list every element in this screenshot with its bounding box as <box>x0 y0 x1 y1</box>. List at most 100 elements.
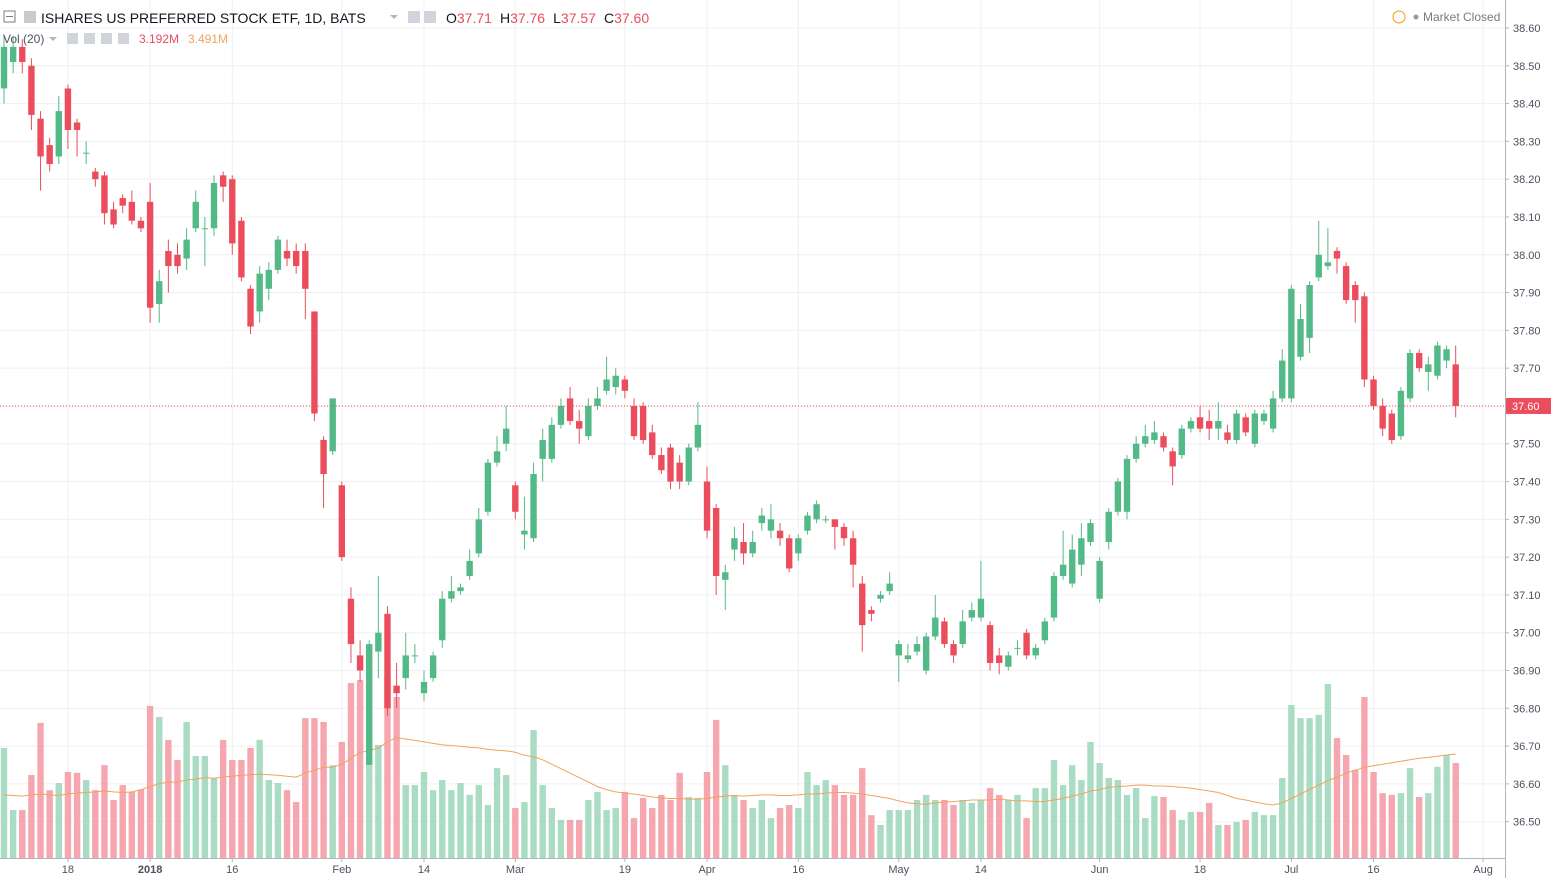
volume-bar <box>1023 818 1030 858</box>
candle-body <box>539 439 546 459</box>
volume-bar <box>1260 815 1268 858</box>
x-tick-label: 18 <box>62 864 74 876</box>
candle-body <box>92 171 99 180</box>
x-tick-label: 2018 <box>138 864 162 876</box>
status-icon[interactable] <box>1392 10 1406 24</box>
candle-body <box>1169 451 1176 467</box>
volume-bar <box>1196 811 1204 858</box>
volume-bar <box>101 765 108 858</box>
volume-bar <box>904 810 912 858</box>
volume-bar <box>375 744 382 858</box>
candle-body <box>1379 405 1386 429</box>
volume-bar <box>366 765 373 858</box>
hide-icon[interactable] <box>84 33 95 44</box>
volume-bar <box>192 755 199 858</box>
candle-body <box>995 655 1003 663</box>
settings-icon[interactable] <box>67 33 78 44</box>
volume-bar <box>1132 788 1140 858</box>
volume-bar <box>913 799 921 858</box>
candle-body <box>420 681 428 694</box>
volume-bar <box>822 780 829 858</box>
volume-bar <box>1342 755 1350 858</box>
volume-bar <box>1397 793 1405 858</box>
x-tick-label: Jun <box>1091 864 1109 876</box>
dropdown-arrow[interactable] <box>49 37 57 41</box>
candle-body <box>1032 647 1039 656</box>
volume-bar <box>922 794 930 858</box>
volume-bar <box>886 810 893 858</box>
volume-bar <box>840 794 848 858</box>
volume-bar <box>493 768 501 858</box>
volume-bar <box>1169 810 1176 858</box>
candle-body <box>1215 421 1222 429</box>
candle-body <box>1023 632 1030 656</box>
volume-bar <box>174 760 181 858</box>
candle-body <box>28 65 35 115</box>
candle-body <box>183 239 190 259</box>
y-tick-label: 38.30 <box>1513 136 1541 148</box>
volume-pane <box>0 675 1459 858</box>
volume-bar <box>685 796 692 858</box>
volume-bar <box>694 797 702 858</box>
candle-body <box>9 46 17 62</box>
volume-bar <box>28 774 35 858</box>
candle-body <box>1269 398 1277 429</box>
candle-body <box>831 519 839 527</box>
add-icon[interactable] <box>101 33 112 44</box>
volume-bar <box>1014 794 1021 858</box>
volume-bar <box>1406 768 1414 858</box>
candle-body <box>822 519 829 521</box>
volume-bar <box>703 771 711 858</box>
volume-bar <box>1032 788 1039 858</box>
candle-body <box>137 220 145 229</box>
volume-bar <box>92 790 99 858</box>
volume-bar <box>484 805 492 858</box>
volume-bar <box>548 808 556 858</box>
volume-bar <box>557 819 565 858</box>
x-tick-label: Mar <box>506 864 525 876</box>
volume-bar <box>311 718 318 858</box>
volume-bar <box>1370 771 1377 858</box>
candle-body <box>676 462 683 482</box>
collapse-icon[interactable] <box>3 10 16 23</box>
candle-body <box>347 598 355 645</box>
volume-bar <box>1251 811 1259 858</box>
volume-bar <box>55 783 62 858</box>
symbol-icon[interactable] <box>24 11 36 23</box>
legend: ISHARES US PREFERRED STOCK ETF, 1D, BATS… <box>3 10 1500 46</box>
volume-bar <box>959 799 966 858</box>
volume-bar <box>302 718 309 858</box>
volume-bar <box>1288 705 1295 858</box>
candle-body <box>1452 364 1459 406</box>
hide-icon[interactable] <box>424 11 436 23</box>
candle-body <box>265 269 272 289</box>
ohlc-legend: O37.71 H37.76 L37.57 C37.60 <box>446 10 649 26</box>
volume-bar <box>877 824 884 858</box>
volume-bar <box>776 808 784 858</box>
dropdown-arrow[interactable] <box>390 15 398 19</box>
candle-body <box>895 644 902 656</box>
candle-body <box>576 421 583 429</box>
x-tick-label: Aug <box>1473 864 1493 876</box>
volume-bar <box>183 721 190 858</box>
x-tick-label: 16 <box>226 864 238 876</box>
volume-bar <box>859 768 866 858</box>
candle-body <box>1114 481 1122 512</box>
volume-bar <box>292 802 300 858</box>
y-tick-label: 38.40 <box>1513 99 1541 111</box>
settings-icon[interactable] <box>408 11 420 23</box>
volume-bar <box>429 790 437 858</box>
volume-bar <box>932 799 939 858</box>
volume-bar <box>274 783 282 858</box>
x-tick-label: Feb <box>332 864 351 876</box>
y-tick-label: 38.60 <box>1513 23 1541 35</box>
close-icon[interactable] <box>118 33 129 44</box>
candle-body <box>174 254 181 267</box>
candle-body <box>950 644 957 656</box>
volume-bar <box>402 785 409 858</box>
volume-bar <box>466 794 473 858</box>
volume-bar <box>767 818 775 858</box>
y-tick-label: 37.30 <box>1513 514 1541 526</box>
candle-body <box>1041 621 1049 641</box>
